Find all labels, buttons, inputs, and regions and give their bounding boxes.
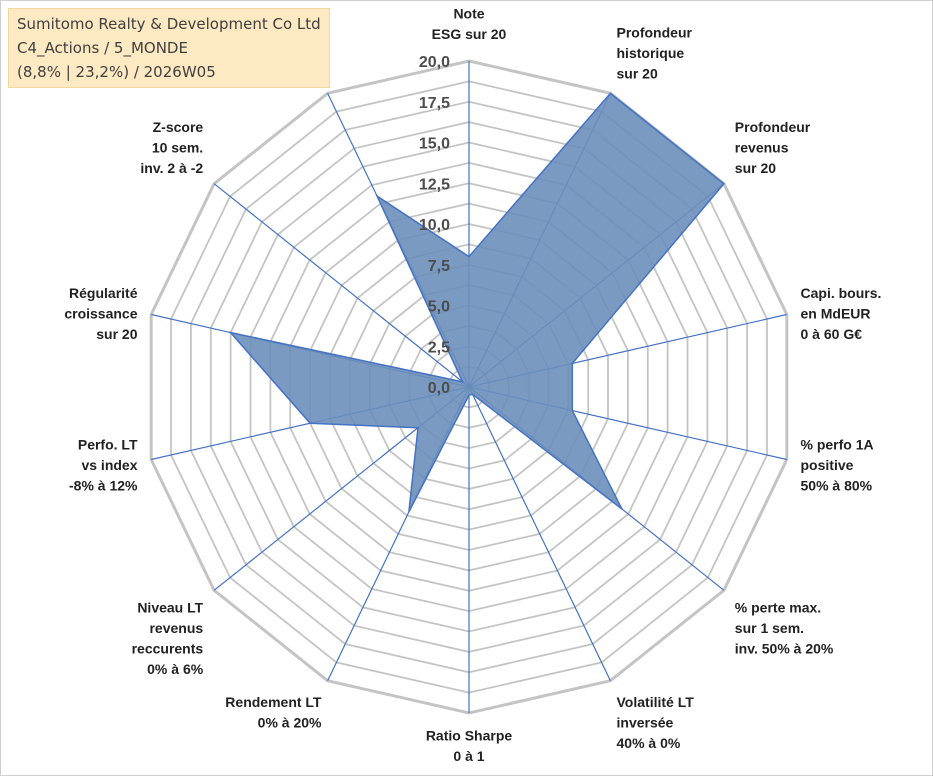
axis-label: Profondeur [735, 119, 811, 135]
tick-label: 15,0 [419, 136, 450, 153]
axis-label: revenus [149, 620, 203, 636]
axis-label: Z-score [153, 119, 204, 135]
tick-label: 20,0 [419, 54, 450, 71]
title-period: (8,8% | 23,2%) / 2026W05 [17, 63, 216, 81]
axis-label: 50% à 80% [801, 477, 873, 493]
axis-label: 0 à 60 G€ [801, 326, 863, 342]
axis-label-group: Régularité croissance sur 20 [64, 285, 137, 342]
title-box: Sumitomo Realty & Development Co Ltd C4_… [8, 8, 330, 88]
axis-label: Niveau LT [137, 600, 203, 616]
axis-label: inv. 2 à -2 [140, 160, 203, 176]
axis-label-group: Z-score 10 sem. inv. 2 à -2 [140, 119, 203, 176]
axis-label: sur 1 sem. [735, 620, 804, 636]
axis-label-group: Ratio Sharpe 0 à 1 [426, 728, 513, 765]
spoke-line [213, 183, 470, 388]
axis-label: historique [617, 45, 685, 61]
axis-label: 0% à 6% [147, 661, 204, 677]
axis-label: % perfo 1A [801, 436, 874, 452]
axis-label: sur 20 [735, 160, 776, 176]
axis-label: Capi. bours. [801, 285, 882, 301]
title-category: C4_Actions / 5_MONDE [17, 39, 188, 57]
axis-label: 40% à 0% [617, 735, 681, 751]
axis-label: Rendement LT [225, 694, 322, 710]
tick-label: 5,0 [428, 299, 450, 316]
axis-label-group: % perte max. sur 1 sem. inv. 50% à 20% [735, 600, 834, 657]
axis-label: 10 sem. [152, 140, 203, 156]
axis-label: Ratio Sharpe [426, 728, 513, 744]
axis-label: reccurents [132, 641, 204, 657]
tick-label: 12,5 [419, 176, 450, 193]
axis-label: croissance [64, 306, 137, 322]
axis-label: sur 20 [96, 326, 137, 342]
radar-series [228, 92, 725, 513]
axis-label: positive [801, 457, 854, 473]
axis-label: -8% à 12% [69, 477, 138, 493]
axis-label: Note [453, 6, 484, 22]
axis-label: inv. 50% à 20% [735, 641, 834, 657]
tick-label: 17,5 [419, 95, 450, 112]
series-area [228, 92, 725, 513]
axis-label-group: Profondeur revenus sur 20 [735, 119, 811, 176]
axis-label: 0% à 20% [258, 714, 322, 730]
axis-label-group: Niveau LT revenus reccurents 0% à 6% [132, 600, 204, 678]
axis-label-group: % perfo 1A positive 50% à 80% [801, 436, 874, 493]
axis-label-group: Volatilité LT inversée 40% à 0% [617, 694, 695, 751]
axis-label-group: Note ESG sur 20 [432, 6, 507, 43]
spoke-line [468, 386, 611, 681]
axis-label: revenus [735, 140, 789, 156]
tick-label: 0,0 [428, 380, 450, 397]
axis-label: ESG sur 20 [432, 26, 507, 42]
tick-label: 10,0 [419, 217, 450, 234]
axis-label: Volatilité LT [617, 694, 695, 710]
axis-label-group: Perfo. LT vs index -8% à 12% [69, 436, 138, 493]
axis-label: 0 à 1 [453, 748, 484, 764]
axis-label-group: Capi. bours. en MdEUR 0 à 60 G€ [801, 285, 882, 342]
axis-label: inversée [617, 714, 674, 730]
title-company: Sumitomo Realty & Development Co Ltd [17, 15, 321, 33]
axis-label: Perfo. LT [78, 436, 138, 452]
axis-label: Régularité [69, 285, 138, 301]
axis-label: % perte max. [735, 600, 821, 616]
axis-label: Profondeur [617, 25, 693, 41]
axis-label: sur 20 [617, 66, 658, 82]
axis-label-group: Rendement LT 0% à 20% [225, 694, 322, 731]
tick-label: 7,5 [428, 258, 450, 275]
axis-label: vs index [81, 457, 137, 473]
axis-label: en MdEUR [801, 306, 871, 322]
axis-label-group: Profondeur historique sur 20 [617, 25, 693, 82]
radial-tick-labels: 0,0 2,5 5,0 7,5 10,0 12,5 15,0 17,5 20,0 [419, 54, 450, 397]
tick-label: 2,5 [428, 339, 450, 356]
